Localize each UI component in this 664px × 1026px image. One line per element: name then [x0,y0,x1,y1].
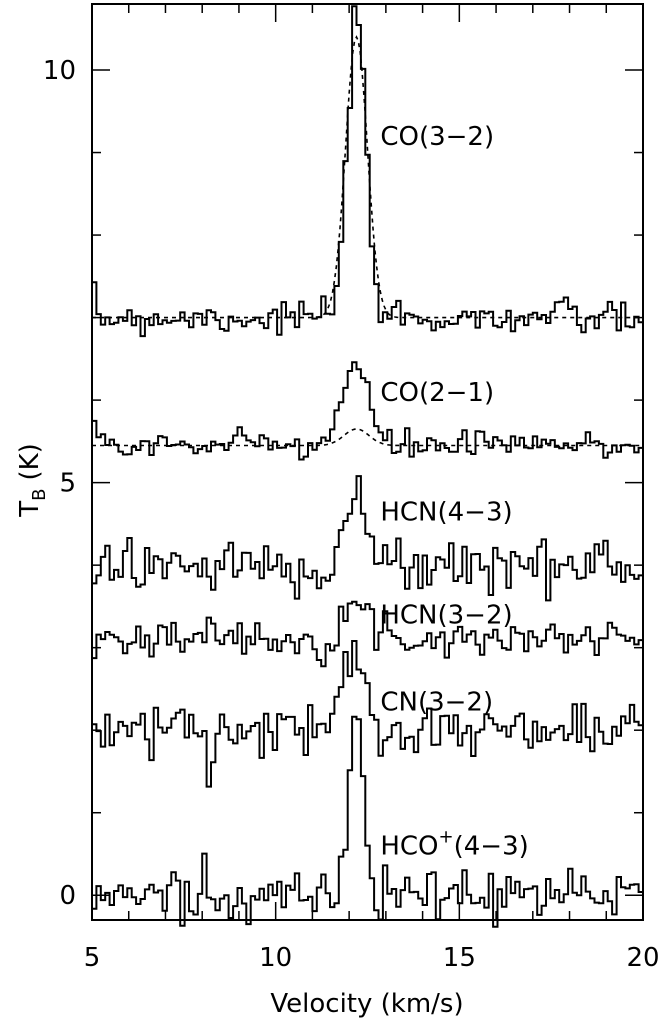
x-tick-label: 20 [626,943,659,973]
plot-frame [91,3,644,921]
series-label-text: CN(3−2) [380,687,493,717]
series-label-text: HCN(3−2) [380,601,512,631]
tick-labels: 5 10 15 20 0 5 10 [43,56,660,973]
series-label-text: HCN(4−3) [380,498,512,528]
y-axis-title-subscript: B [29,489,50,501]
x-tick-label: 10 [259,943,292,973]
series-label-tail: (4−3) [454,832,529,862]
spectrum-trace-1 [92,5,643,338]
spectrum-trace-5 [92,640,643,788]
y-tick-label: 0 [59,881,76,911]
series-label-superscript: + [439,827,454,848]
series-label-text: HCO [380,832,438,862]
x-tick-label: 5 [84,943,101,973]
spectrum-trace-3 [92,475,643,602]
series-label: HCO+(4−3) [380,827,528,862]
axis-ticks [91,4,644,920]
series-label: CO(3−2) [380,122,494,152]
spectrum-trace-2 [92,361,643,461]
spectrum-trace-6 [92,715,643,928]
series-label: HCN(3−2) [380,601,512,631]
y-tick-label: 10 [43,56,76,86]
fit-curve-1 [92,35,643,319]
y-tick-label: 5 [59,469,76,499]
series-label-text: CO(2−1) [380,378,494,408]
series-label-text: CO(3−2) [380,122,494,152]
spectrum-trace-4 [92,600,643,668]
y-axis-title: TB (K) [15,443,50,518]
spectra-traces [92,5,643,928]
series-labels: CO(3−2) CO(2−1) HCN(4−3) HCN(3−2) CN(3−2) HCO… [380,122,528,862]
x-tick-label: 15 [443,943,476,973]
series-label: CO(2−1) [380,378,494,408]
fit-curve-2 [92,428,643,447]
y-axis-title-main: T [15,501,45,518]
series-label: CN(3−2) [380,687,493,717]
series-label: HCN(4−3) [380,498,512,528]
y-axis-title-unit: (K) [15,443,45,480]
x-axis-title: Velocity (km/s) [270,989,463,1019]
